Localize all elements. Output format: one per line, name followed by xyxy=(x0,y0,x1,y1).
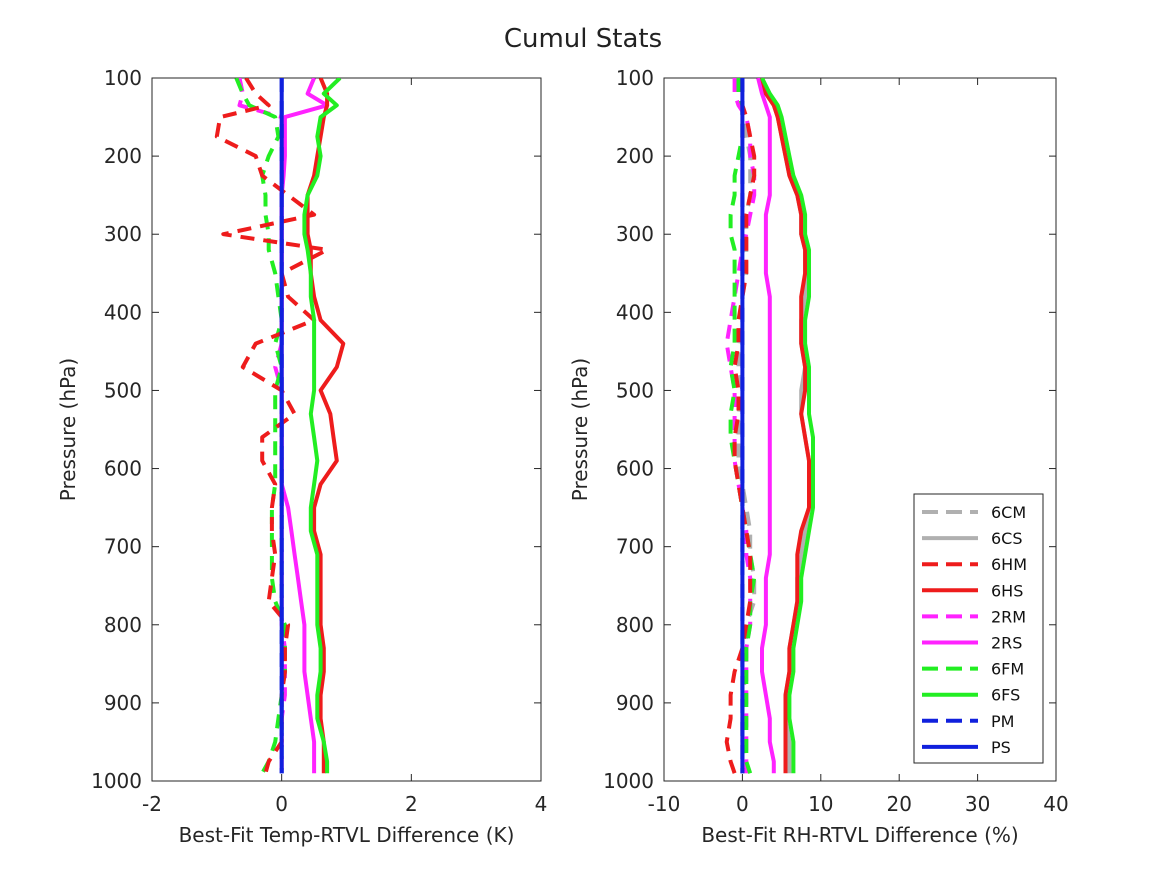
y-tick-label: 900 xyxy=(616,691,654,715)
legend-label: 6HM xyxy=(991,555,1027,574)
y-tick-label: 300 xyxy=(616,222,654,246)
legend-label: 6HS xyxy=(991,581,1023,600)
legend-label: 6FM xyxy=(991,660,1024,679)
x-tick-label: -10 xyxy=(648,792,681,816)
series-line-6hs xyxy=(305,78,346,774)
y-tick-label: 700 xyxy=(616,535,654,559)
x-tick-label: 40 xyxy=(1043,792,1068,816)
y-tick-label: 800 xyxy=(616,613,654,637)
figure-title: Cumul Stats xyxy=(504,24,662,54)
y-tick-label: 100 xyxy=(104,66,142,90)
series-line-6hs xyxy=(760,78,811,774)
x-tick-label: 4 xyxy=(535,792,548,816)
y-tick-label: 200 xyxy=(104,144,142,168)
legend-label: 6CM xyxy=(991,503,1026,522)
series-line-6fm xyxy=(728,78,757,774)
x-axis-label: Best-Fit RH-RTVL Difference (%) xyxy=(701,823,1018,847)
y-tick-label: 900 xyxy=(104,691,142,715)
y-tick-label: 300 xyxy=(104,222,142,246)
legend-label: 2RM xyxy=(991,607,1026,626)
legend-label: 6CS xyxy=(991,529,1023,548)
series-line-6hm xyxy=(214,78,330,774)
y-tick-label: 500 xyxy=(616,378,654,402)
y-tick-label: 1000 xyxy=(603,769,654,793)
legend-label: PM xyxy=(991,712,1014,731)
legend-label: 2RS xyxy=(991,634,1022,653)
y-tick-label: 100 xyxy=(616,66,654,90)
x-tick-label: 20 xyxy=(886,792,911,816)
series-line-2rs xyxy=(756,78,776,774)
axes-box xyxy=(151,77,542,782)
series-line-6fs xyxy=(760,78,815,774)
y-tick-label: 200 xyxy=(616,144,654,168)
y-axis-label: Pressure (hPa) xyxy=(56,358,80,501)
y-tick-label: 500 xyxy=(104,378,142,402)
x-tick-label: 2 xyxy=(405,792,418,816)
legend: 6CM 6CS 6HM 6HS 2RM 2RS 6FM 6FS PM PS xyxy=(913,493,1044,764)
left-panel-temperature: 100 200 300 400 500 600 700 800 900 1000-2 0 2 4 Best… xyxy=(56,66,547,847)
legend-label: 6FS xyxy=(991,686,1020,705)
y-tick-label: 1000 xyxy=(91,769,142,793)
series-line-6fs xyxy=(302,78,342,774)
legend-label: PS xyxy=(991,738,1011,757)
x-tick-label: -2 xyxy=(142,792,162,816)
series-line-6hm xyxy=(724,78,757,774)
y-axis-label: Pressure (hPa) xyxy=(568,358,592,501)
y-tick-label: 800 xyxy=(104,613,142,637)
y-tick-label: 400 xyxy=(616,300,654,324)
series-line-6fm xyxy=(234,78,287,775)
x-tick-label: 30 xyxy=(965,792,990,816)
y-tick-label: 700 xyxy=(104,535,142,559)
y-tick-label: 600 xyxy=(104,457,142,481)
x-tick-label: 0 xyxy=(275,792,288,816)
x-axis-label: Best-Fit Temp-RTVL Difference (K) xyxy=(179,823,515,847)
y-tick-label: 600 xyxy=(616,457,654,481)
x-tick-label: 0 xyxy=(736,792,749,816)
x-tick-label: 10 xyxy=(808,792,833,816)
y-tick-label: 400 xyxy=(104,300,142,324)
